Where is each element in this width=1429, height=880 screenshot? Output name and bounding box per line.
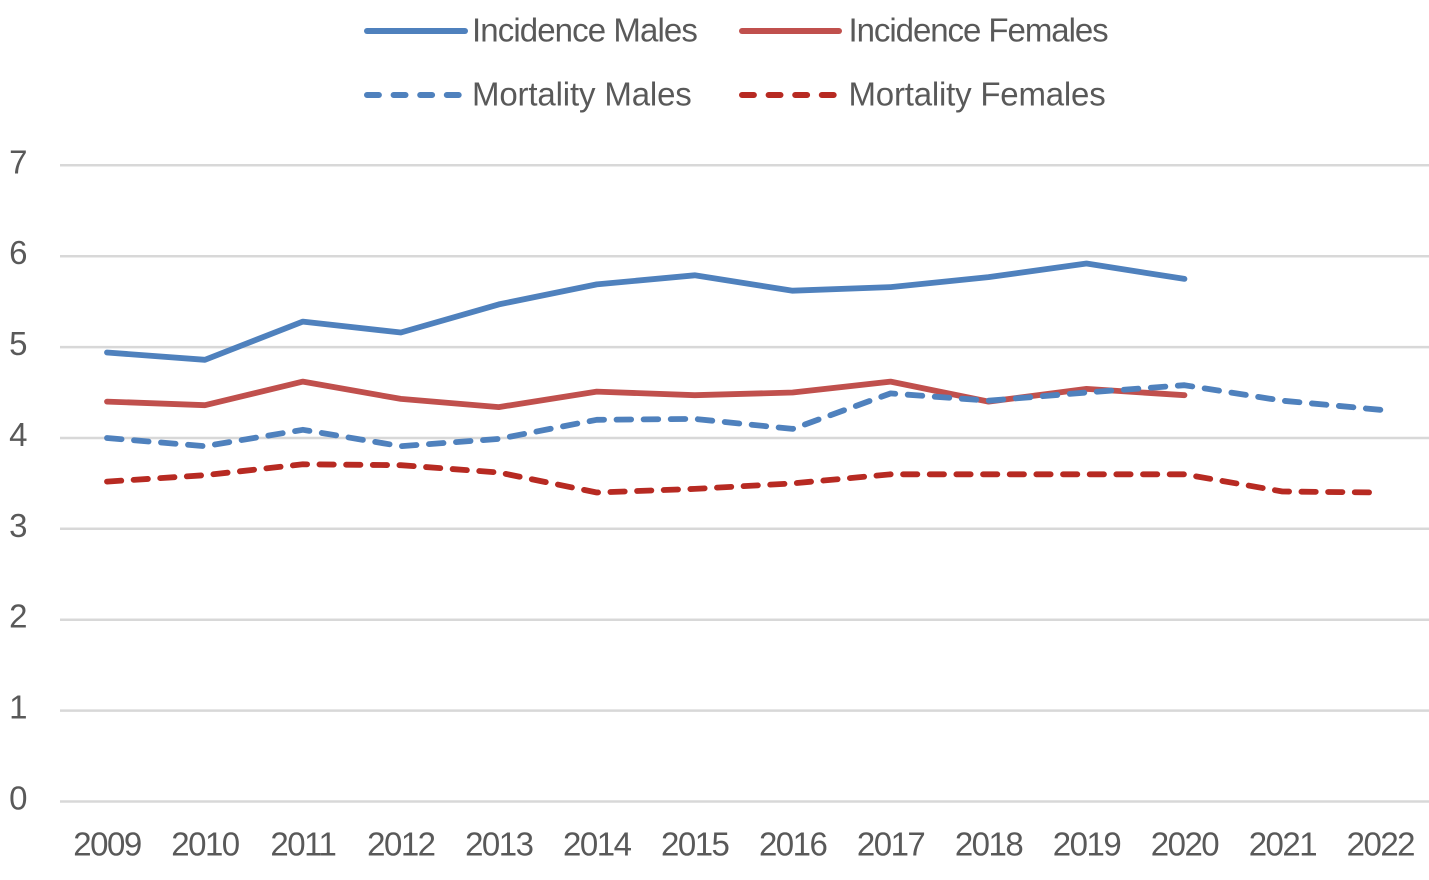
svg-text:7: 7 xyxy=(9,143,27,180)
svg-text:2012: 2012 xyxy=(367,826,435,863)
svg-text:0: 0 xyxy=(9,780,27,817)
svg-text:2011: 2011 xyxy=(270,826,335,863)
svg-text:2016: 2016 xyxy=(759,826,827,863)
svg-text:5: 5 xyxy=(9,325,27,362)
svg-text:Mortality Females: Mortality Females xyxy=(849,76,1106,113)
svg-text:2009: 2009 xyxy=(73,826,141,863)
svg-text:2015: 2015 xyxy=(661,826,729,863)
svg-text:2013: 2013 xyxy=(465,826,533,863)
svg-text:Mortality Males: Mortality Males xyxy=(472,76,692,113)
svg-text:4: 4 xyxy=(9,416,27,453)
svg-text:3: 3 xyxy=(9,507,27,544)
svg-text:2010: 2010 xyxy=(171,826,240,863)
svg-text:2: 2 xyxy=(9,598,27,635)
svg-text:2021: 2021 xyxy=(1249,826,1317,863)
svg-text:2022: 2022 xyxy=(1347,826,1415,863)
svg-text:2014: 2014 xyxy=(563,826,632,863)
svg-text:Incidence Females: Incidence Females xyxy=(849,12,1109,49)
svg-text:2019: 2019 xyxy=(1053,826,1121,863)
svg-text:1: 1 xyxy=(9,689,27,726)
svg-text:2018: 2018 xyxy=(955,826,1023,863)
svg-text:Incidence Males: Incidence Males xyxy=(472,12,697,49)
svg-text:2020: 2020 xyxy=(1151,826,1220,863)
svg-text:2017: 2017 xyxy=(857,826,925,863)
svg-text:6: 6 xyxy=(9,234,27,271)
